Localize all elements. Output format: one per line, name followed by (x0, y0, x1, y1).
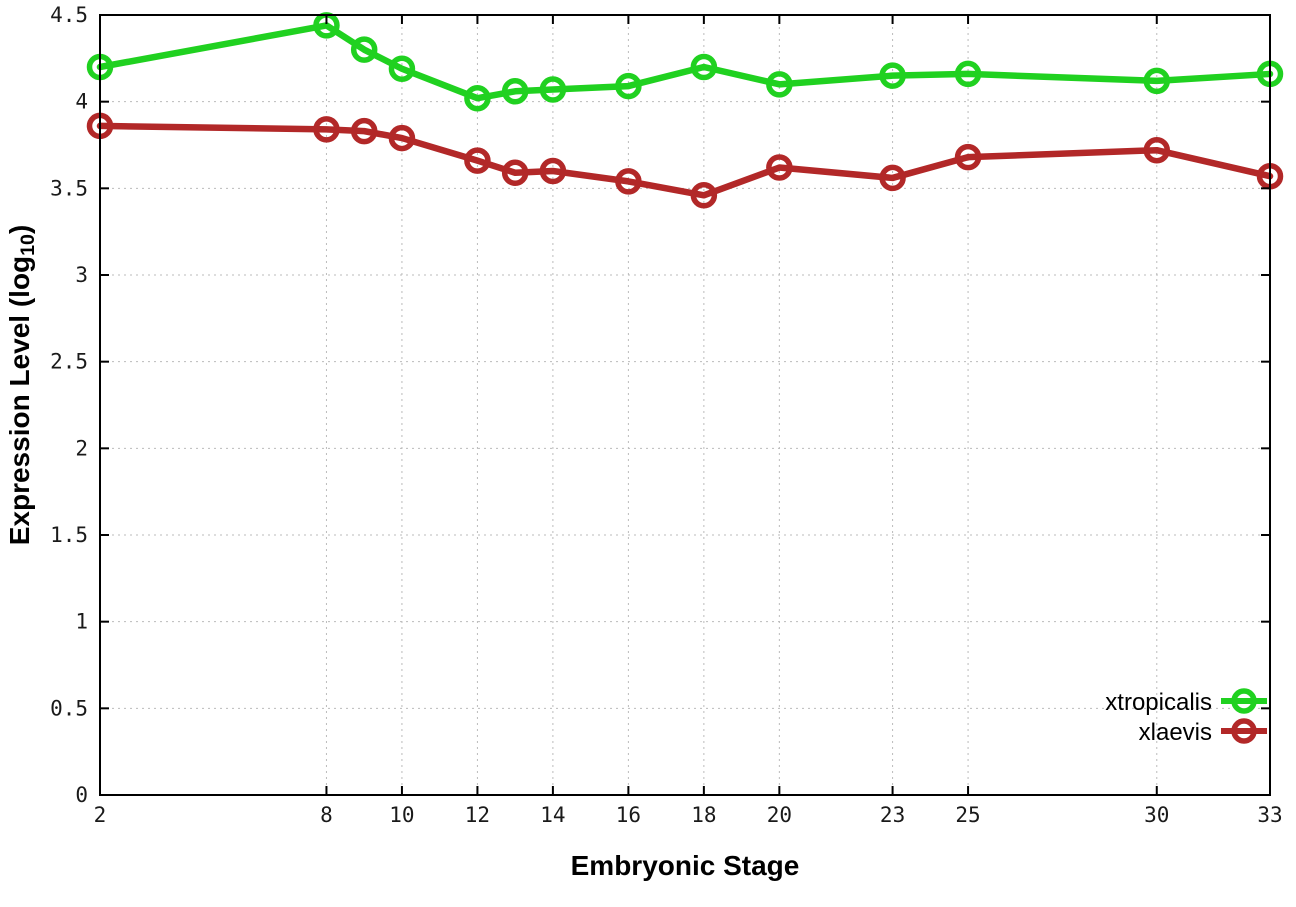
y-axis-title-subscript: 10 (17, 234, 39, 256)
data-point-xtropicalis (388, 55, 416, 82)
axis-layer (99, 14, 1271, 796)
legend-entry-xtropicalis: xtropicalis (1105, 688, 1267, 716)
x-tick-label: 16 (616, 803, 641, 827)
data-point-xlaevis (501, 159, 529, 186)
legend-marker-xlaevis (1231, 718, 1257, 744)
data-point-xlaevis (690, 182, 718, 209)
x-tick-label: 10 (389, 803, 414, 827)
y-tick-label: 3 (75, 263, 88, 287)
x-tick-label: 2 (94, 803, 107, 827)
data-point-xtropicalis (539, 76, 567, 103)
data-point-xtropicalis (690, 53, 718, 81)
tick-label-layer: 2 8 10 12 14 16 18 20 23 25 30 33 0 0.5 1 1.5 2 2.5 3 3.5 4 4… (50, 3, 1283, 827)
x-tick-label: 14 (540, 803, 565, 827)
y-axis-title-suffix: ) (4, 224, 35, 235)
data-point-xtropicalis (464, 84, 491, 112)
data-point-xlaevis (615, 168, 642, 195)
legend: xtropicalis xlaevis (1105, 688, 1267, 746)
data-point-xtropicalis (615, 72, 642, 100)
y-tick-label: 2 (75, 436, 88, 460)
y-tick-label: 1 (75, 610, 88, 634)
y-tick-label: 0 (75, 783, 88, 807)
data-point-xlaevis (388, 124, 416, 152)
x-tick-label: 23 (880, 803, 905, 827)
y-tick-label: 1.5 (50, 523, 88, 547)
data-point-xlaevis (350, 117, 378, 145)
series-layer (86, 12, 1284, 209)
series-line-xlaevis (96, 122, 1274, 199)
y-tick-label: 2.5 (50, 350, 88, 374)
data-point-xtropicalis (1143, 67, 1171, 95)
data-point-xlaevis (879, 164, 906, 192)
legend-marker-xtropicalis (1231, 688, 1257, 714)
y-tick-label: 4 (75, 90, 88, 114)
x-tick-label: 20 (767, 803, 792, 827)
data-point-xlaevis (313, 116, 340, 143)
data-point-xlaevis (539, 157, 567, 185)
x-tick-label: 8 (320, 803, 333, 827)
data-point-xtropicalis (879, 62, 906, 89)
data-point-xlaevis (954, 143, 982, 171)
x-axis-title: Embryonic Stage (570, 850, 800, 881)
plot-border (99, 14, 1271, 796)
data-point-xlaevis (766, 154, 793, 181)
y-axis-title-prefix: Expression Level (log (4, 255, 35, 546)
x-tick-label: 12 (465, 803, 490, 827)
data-point-xtropicalis (350, 36, 378, 63)
legend-label-xtropicalis: xtropicalis (1105, 689, 1212, 716)
x-tick-label: 30 (1144, 803, 1169, 827)
data-point-xlaevis (464, 147, 491, 174)
legend-entry-xlaevis: xlaevis (1139, 718, 1267, 746)
y-tick-label: 0.5 (50, 696, 88, 720)
series-line-xtropicalis (96, 22, 1274, 102)
y-tick-label: 4.5 (50, 3, 88, 27)
x-tick-label: 25 (955, 803, 980, 827)
legend-label-xlaevis: xlaevis (1139, 719, 1212, 746)
data-point-xtropicalis (766, 71, 793, 98)
data-point-xtropicalis (954, 60, 982, 88)
grid-layer (100, 15, 1270, 795)
data-point-xtropicalis (501, 78, 529, 105)
x-tick-label: 33 (1257, 803, 1282, 827)
x-tick-label: 18 (691, 803, 716, 827)
y-tick-label: 3.5 (50, 176, 88, 200)
data-point-xlaevis (1143, 136, 1171, 164)
